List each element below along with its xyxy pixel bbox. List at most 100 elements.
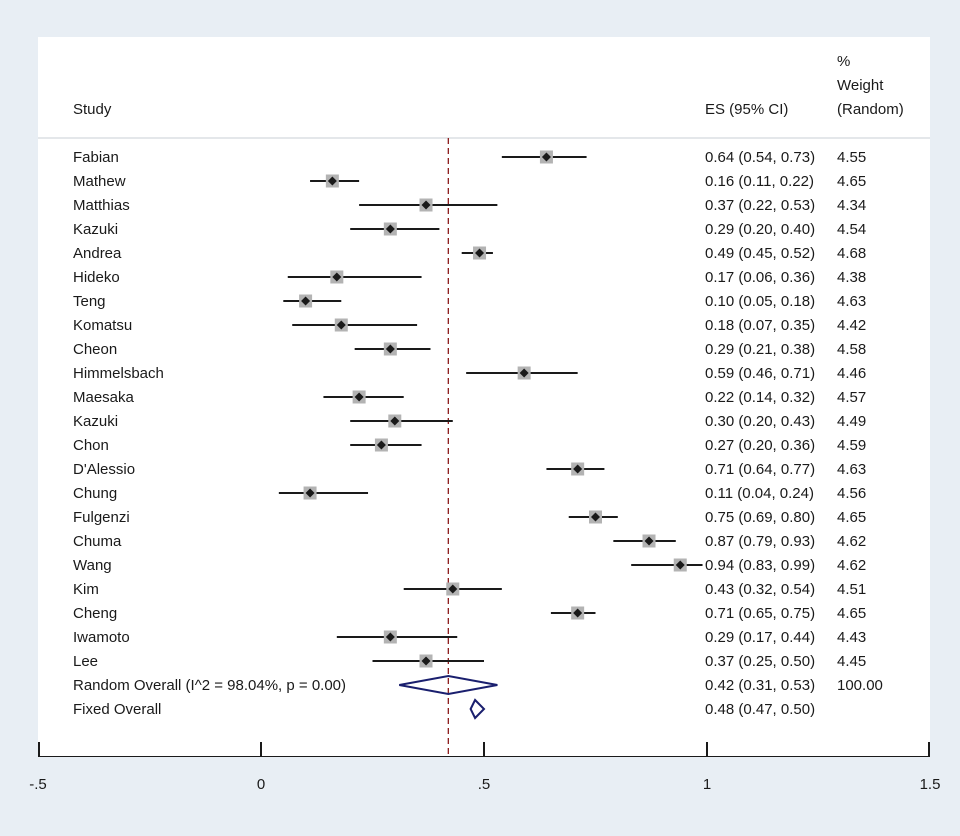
study-weight: 4.54 xyxy=(837,221,866,238)
study-weight: 4.65 xyxy=(837,509,866,526)
study-weight: 4.49 xyxy=(837,413,866,430)
study-es: 0.37 (0.25, 0.50) xyxy=(705,653,815,670)
study-es: 0.16 (0.11, 0.22) xyxy=(705,173,814,190)
study-es: 0.29 (0.17, 0.44) xyxy=(705,629,815,646)
study-name: Cheng xyxy=(73,605,117,622)
study-weight: 4.42 xyxy=(837,317,866,334)
header-weight-line1: % xyxy=(837,53,850,70)
x-tick-label: 0 xyxy=(257,776,265,793)
point-estimate xyxy=(385,344,395,354)
study-es: 0.11 (0.04, 0.24) xyxy=(705,485,814,502)
study-name: Cheon xyxy=(73,341,117,358)
study-weight: 4.65 xyxy=(837,605,866,622)
x-tick-label: -.5 xyxy=(29,776,47,793)
point-estimate xyxy=(301,296,311,306)
study-name: Iwamoto xyxy=(73,629,130,646)
forest-plot: Study ES (95% CI) % Weight (Random) Fabi… xyxy=(38,53,930,757)
study-name: Himmelsbach xyxy=(73,365,164,382)
point-estimate xyxy=(421,656,431,666)
study-weight: 4.55 xyxy=(837,149,866,166)
study-weight: 4.58 xyxy=(837,341,866,358)
study-weight: 4.68 xyxy=(837,245,866,262)
point-estimate xyxy=(573,464,583,474)
study-name: Chon xyxy=(73,437,109,454)
study-name: Kazuki xyxy=(73,413,118,430)
study-weight: 4.62 xyxy=(837,533,866,550)
study-es: 0.18 (0.07, 0.35) xyxy=(705,317,815,334)
study-weight: 4.59 xyxy=(837,437,866,454)
point-estimate xyxy=(475,248,485,258)
point-estimate xyxy=(573,608,583,618)
study-es: 0.59 (0.46, 0.71) xyxy=(705,365,815,382)
header-weight-line3: (Random) xyxy=(837,101,904,118)
point-estimate xyxy=(644,536,654,546)
fixed-overall-diamond xyxy=(469,698,486,720)
study-name: Hideko xyxy=(73,269,120,286)
study-name: Chuma xyxy=(73,533,122,550)
point-estimate xyxy=(385,224,395,234)
study-weight: 4.63 xyxy=(837,461,866,478)
point-estimate xyxy=(376,440,386,450)
study-weight: 4.62 xyxy=(837,557,866,574)
point-estimate xyxy=(541,152,551,162)
x-tick-label: 1 xyxy=(703,776,711,793)
study-es: 0.27 (0.20, 0.36) xyxy=(705,437,815,454)
study-weight: 4.63 xyxy=(837,293,866,310)
study-es: 0.30 (0.20, 0.43) xyxy=(705,413,815,430)
x-tick-label: 1.5 xyxy=(920,776,941,793)
overall-weight: 100.00 xyxy=(837,677,883,694)
study-es: 0.87 (0.79, 0.93) xyxy=(705,533,815,550)
point-estimate xyxy=(385,632,395,642)
point-estimate xyxy=(354,392,364,402)
study-name: Komatsu xyxy=(73,317,132,334)
plot-panel: Study ES (95% CI) % Weight (Random) Fabi… xyxy=(38,37,930,757)
header-weight-line2: Weight xyxy=(837,77,884,94)
point-estimate xyxy=(332,272,342,282)
study-weight: 4.45 xyxy=(837,653,866,670)
study-name: D'Alessio xyxy=(73,461,135,478)
study-weight: 4.56 xyxy=(837,485,866,502)
study-es: 0.71 (0.65, 0.75) xyxy=(705,605,815,622)
x-tick-label: .5 xyxy=(478,776,491,793)
study-weight: 4.65 xyxy=(837,173,866,190)
random-overall-label: Random Overall (I^2 = 98.04%, p = 0.00) xyxy=(73,677,346,694)
study-es: 0.29 (0.20, 0.40) xyxy=(705,221,815,238)
study-es: 0.94 (0.83, 0.99) xyxy=(705,557,815,574)
point-estimate xyxy=(519,368,529,378)
study-name: Matthias xyxy=(73,197,130,214)
overall-es: 0.48 (0.47, 0.50) xyxy=(705,701,815,718)
point-estimate xyxy=(336,320,346,330)
point-estimate xyxy=(305,488,315,498)
study-weight: 4.57 xyxy=(837,389,866,406)
study-es: 0.71 (0.64, 0.77) xyxy=(705,461,815,478)
study-es: 0.49 (0.45, 0.52) xyxy=(705,245,815,262)
study-name: Kim xyxy=(73,581,99,598)
study-es: 0.43 (0.32, 0.54) xyxy=(705,581,815,598)
study-name: Fulgenzi xyxy=(73,509,130,526)
study-weight: 4.43 xyxy=(837,629,866,646)
study-es: 0.17 (0.06, 0.36) xyxy=(705,269,815,286)
point-estimate xyxy=(421,200,431,210)
study-weight: 4.34 xyxy=(837,197,866,214)
point-estimate xyxy=(591,512,600,522)
fixed-overall-label: Fixed Overall xyxy=(73,701,161,718)
study-es: 0.29 (0.21, 0.38) xyxy=(705,341,815,358)
study-es: 0.22 (0.14, 0.32) xyxy=(705,389,815,406)
overall-es: 0.42 (0.31, 0.53) xyxy=(705,677,815,694)
point-estimate xyxy=(390,416,400,426)
study-weight: 4.38 xyxy=(837,269,866,286)
study-name: Andrea xyxy=(73,245,122,262)
study-es: 0.64 (0.54, 0.73) xyxy=(705,149,815,166)
study-weight: 4.46 xyxy=(837,365,866,382)
study-name: Wang xyxy=(73,557,112,574)
study-name: Teng xyxy=(73,293,106,310)
header-es: ES (95% CI) xyxy=(705,101,788,118)
point-estimate xyxy=(327,176,337,186)
study-name: Fabian xyxy=(73,149,119,166)
point-estimate xyxy=(448,584,458,594)
study-weight: 4.51 xyxy=(837,581,866,598)
study-name: Maesaka xyxy=(73,389,135,406)
random-overall-diamond xyxy=(399,674,498,696)
study-es: 0.10 (0.05, 0.18) xyxy=(705,293,815,310)
study-name: Chung xyxy=(73,485,117,502)
